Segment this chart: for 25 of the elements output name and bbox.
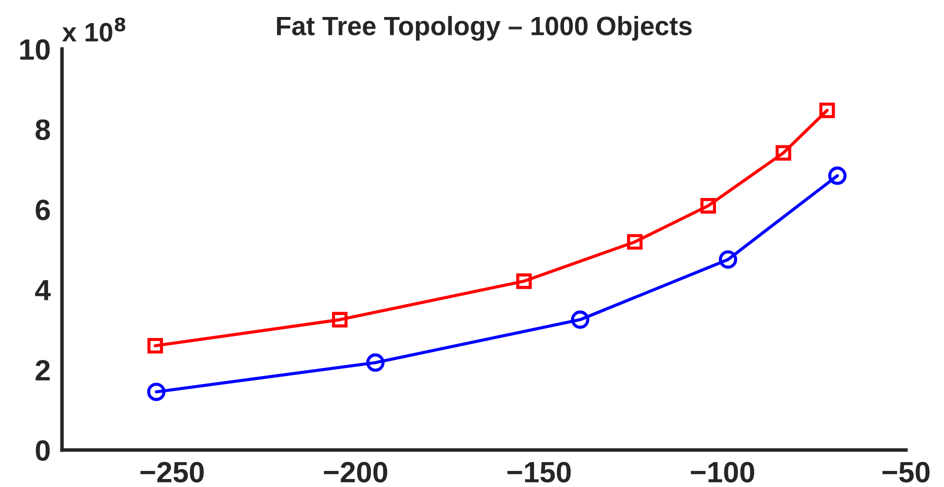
point [366,353,385,372]
y-tick-label: 8 [36,119,50,140]
text: x 10$^{8}$ [62,18,126,42]
y-tick-label: 4 [35,280,51,300]
x-tick-label: −200 [324,462,388,483]
y-tick-label: 0 [36,440,50,461]
chart-title: Fat Tree Topology – 1000 Objects [277,16,692,41]
point [627,234,643,250]
point [718,250,738,269]
x-tick-label: −250 [140,462,204,483]
x-tick-label: −100 [690,462,754,483]
point [828,166,847,185]
point [147,338,163,354]
y-tick-label: 6 [36,200,50,220]
x-tick-label: −50 [882,462,930,483]
y-tick-label: 2 [36,360,50,380]
point [147,382,166,402]
point [819,102,835,118]
point [570,310,590,329]
y-tick-label: 10 [20,39,50,60]
point [700,198,716,214]
x-tick-label: −150 [507,462,571,483]
point [516,273,532,289]
point [332,312,348,328]
point [776,145,792,161]
